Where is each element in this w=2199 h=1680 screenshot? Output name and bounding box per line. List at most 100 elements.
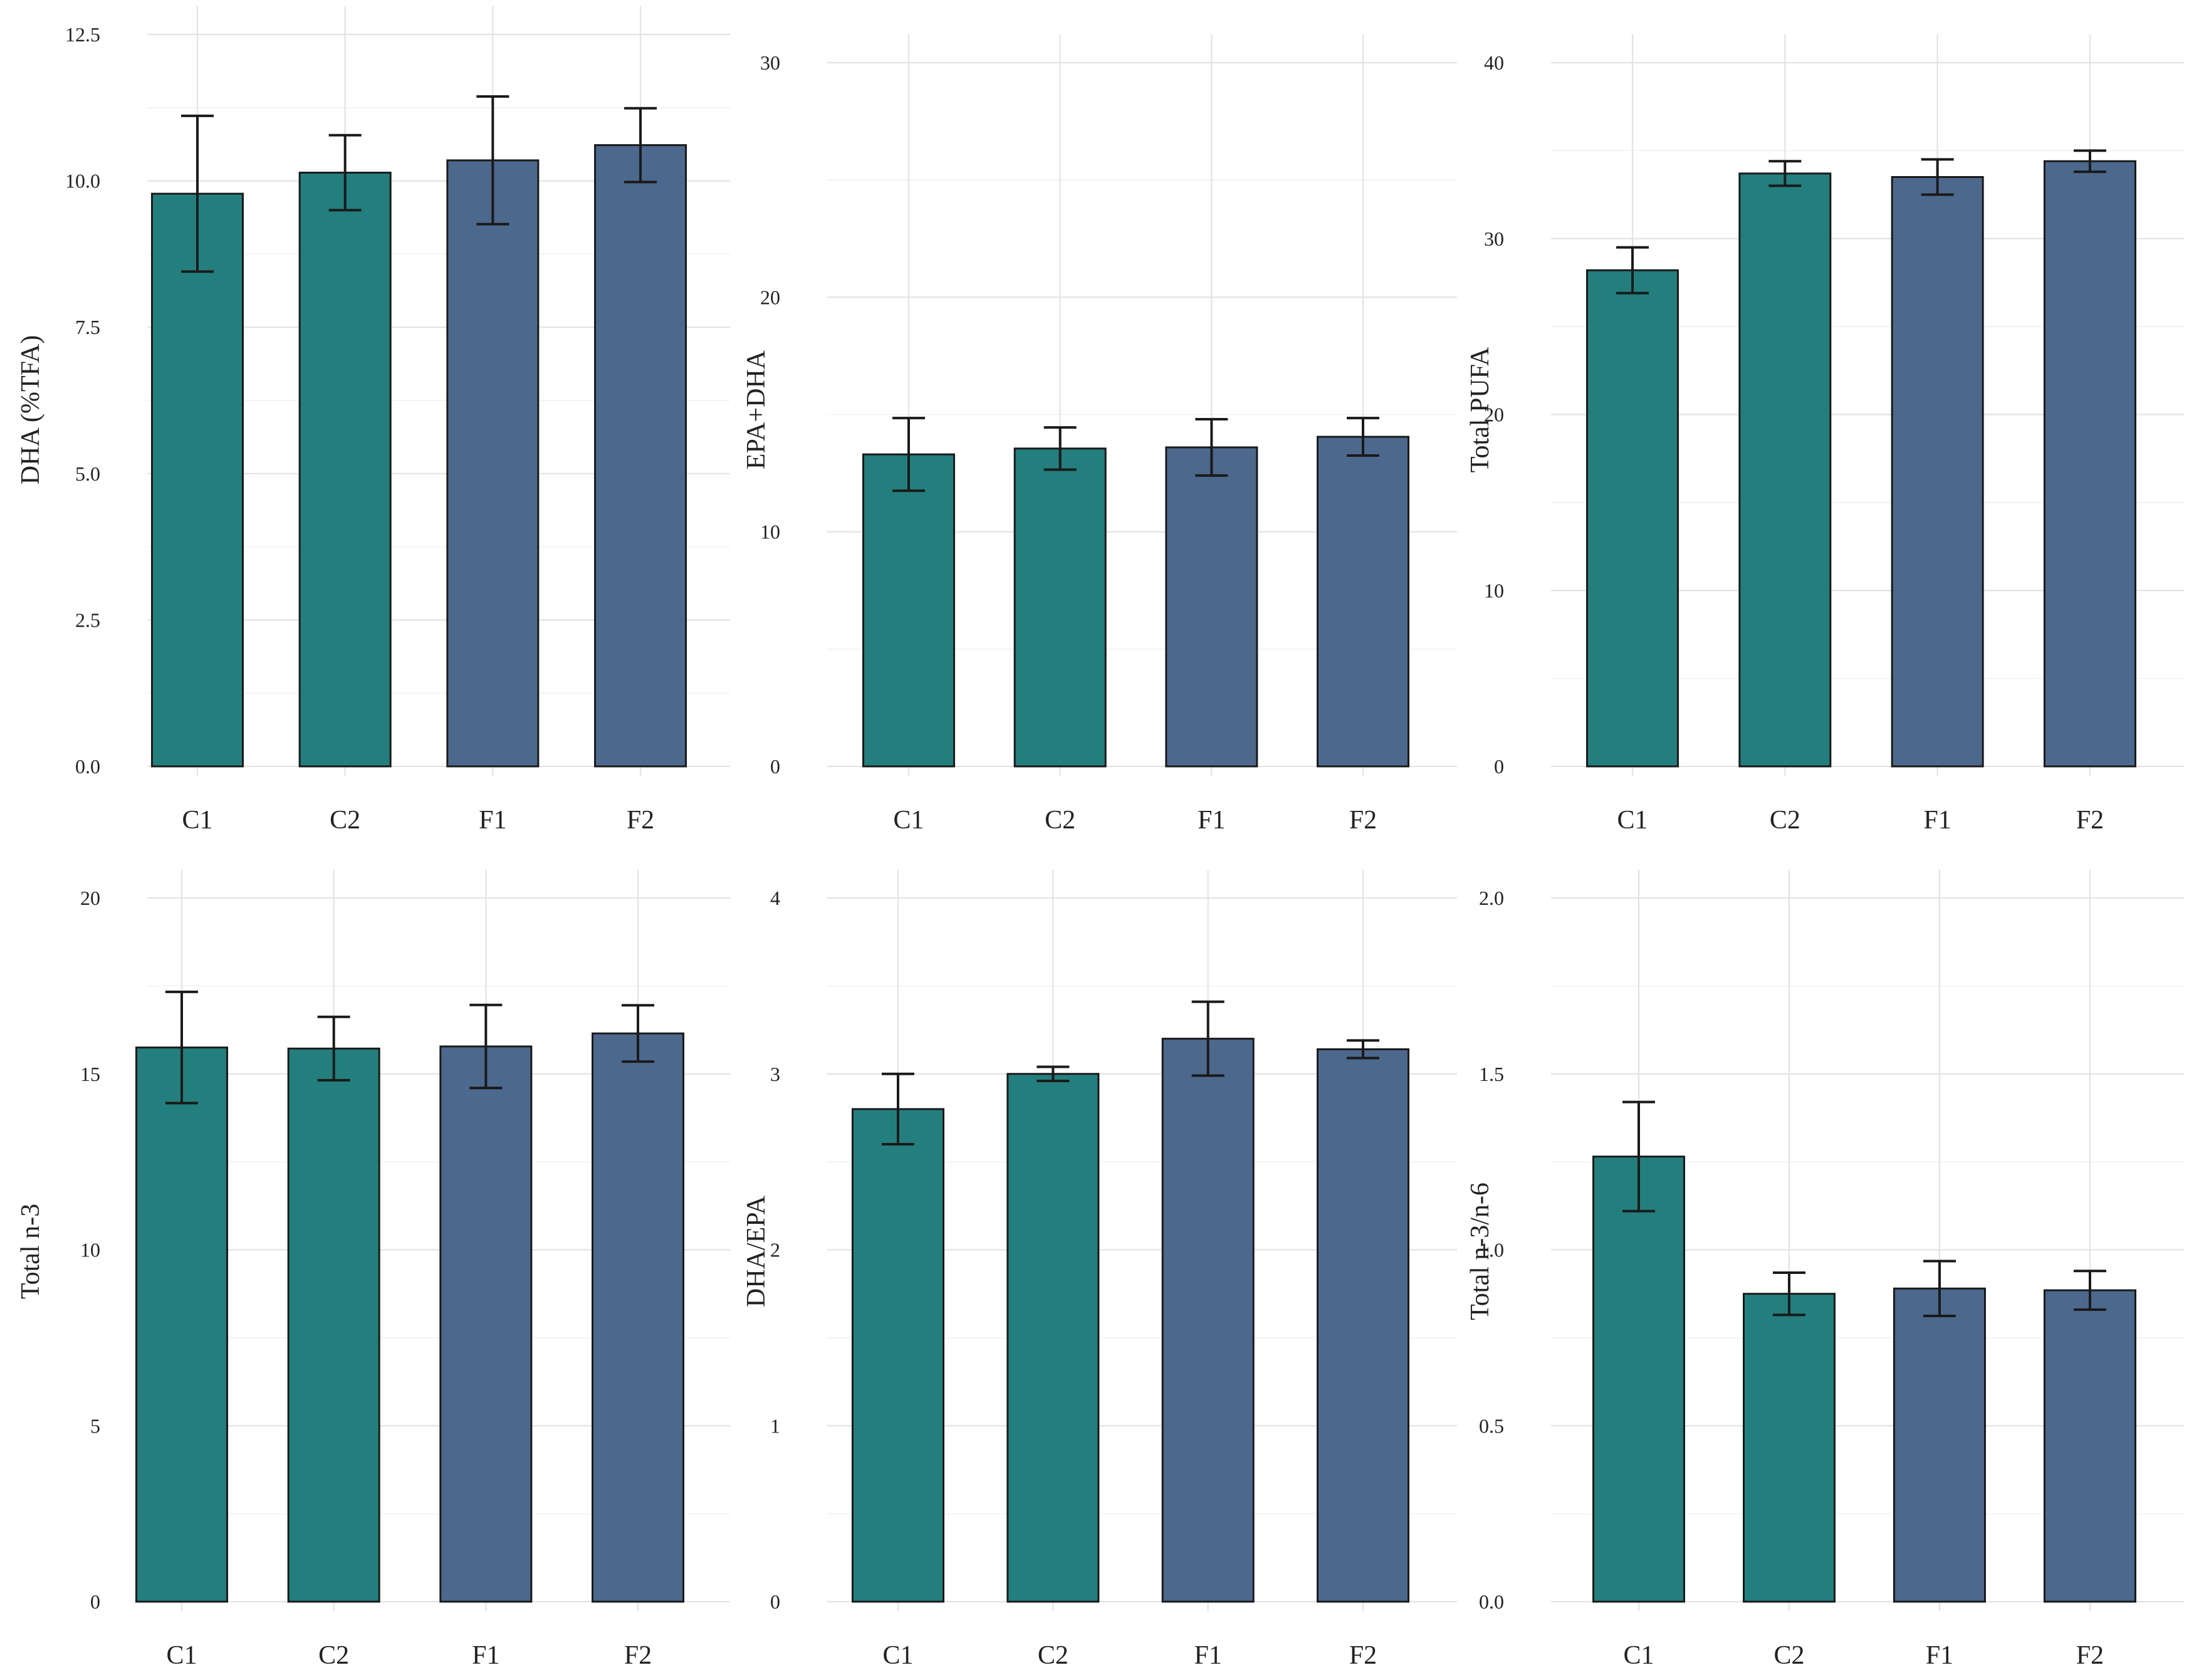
error-bar-F1 — [476, 95, 509, 226]
y-tick-label: 1.0 — [1479, 1239, 1504, 1261]
x-category-label: C1 — [893, 806, 924, 835]
x-category-label: C2 — [1773, 1641, 1804, 1670]
y-axis-title: DHA/EPA — [742, 1195, 771, 1307]
error-bar-F2 — [624, 107, 657, 184]
bar-C2 — [1738, 172, 1832, 768]
error-bar-C2 — [1773, 1271, 1805, 1317]
x-category-label: C1 — [1623, 1641, 1654, 1670]
error-bar-C2 — [1768, 160, 1802, 187]
x-category-label: F2 — [1349, 1641, 1377, 1670]
y-tick-label: 15 — [80, 1063, 100, 1085]
panel-3: 0 10 20 30 40 C1 C2 F1 F2 Total PUFA — [1466, 34, 2184, 835]
y-tick-label: 4 — [770, 887, 780, 909]
x-category-label: F2 — [624, 1641, 652, 1670]
y-tick-label: 5 — [90, 1414, 100, 1437]
x-category-label: F2 — [627, 806, 654, 835]
x-category-label: F1 — [1194, 1641, 1221, 1670]
bar-C1 — [1592, 1156, 1685, 1603]
x-category-label: C2 — [330, 806, 360, 835]
panel-5: 0 1 2 3 4 C1 C2 F1 F2 DHA/EPA — [742, 870, 1457, 1670]
y-tick-label: 0.0 — [75, 755, 100, 778]
x-category-label: C2 — [318, 1641, 349, 1670]
x-category-label: F1 — [1198, 806, 1225, 835]
x-category-label: F2 — [2076, 806, 2104, 835]
bar-F2 — [594, 144, 687, 768]
error-bar-C2 — [1043, 426, 1077, 471]
error-bar-F2 — [1347, 417, 1379, 457]
error-bar-C1 — [165, 990, 198, 1105]
error-bar-F1 — [1923, 1260, 1956, 1318]
bar-C2 — [1006, 1073, 1100, 1603]
error-bar-F2 — [1347, 1039, 1379, 1060]
error-bar-C1 — [181, 114, 214, 273]
y-tick-label: 20 — [80, 887, 100, 909]
y-tick-label: 12.5 — [65, 23, 100, 46]
y-tick-label: 0 — [1494, 755, 1504, 778]
y-tick-label: 0.5 — [1479, 1414, 1504, 1437]
x-category-label: C1 — [882, 1641, 913, 1670]
bar-F2 — [592, 1032, 684, 1603]
bar-C2 — [1013, 447, 1107, 768]
x-category-label: C2 — [1038, 1641, 1068, 1670]
x-category-label: C2 — [1770, 806, 1800, 835]
bar-F2 — [1317, 436, 1409, 768]
panel-6: 0.0 0.5 1.0 1.5 2.0 C1 C2 F1 F2 Total n-3/n-6 — [1466, 870, 2184, 1670]
y-tick-label: 30 — [1484, 227, 1504, 250]
error-bar-F2 — [622, 1004, 654, 1063]
error-bar-C1 — [892, 417, 925, 493]
x-category-label: C1 — [166, 1641, 197, 1670]
y-tick-label: 1.5 — [1479, 1063, 1504, 1085]
x-category-label: C1 — [1617, 806, 1648, 835]
x-category-label: F2 — [1349, 806, 1377, 835]
bar-F1 — [1165, 446, 1258, 768]
y-tick-label: 1 — [770, 1414, 780, 1437]
error-bar-C1 — [1622, 1100, 1655, 1213]
y-tick-label: 2.0 — [1479, 887, 1504, 909]
bar-F1 — [1893, 1287, 1986, 1603]
y-tick-label: 10 — [1484, 579, 1504, 602]
x-category-label: F2 — [2076, 1641, 2104, 1670]
error-bar-F1 — [1195, 417, 1228, 477]
x-category-label: F1 — [1923, 806, 1951, 835]
x-category-label: F1 — [1926, 1641, 1953, 1670]
y-tick-label: 0.0 — [1479, 1590, 1504, 1613]
y-tick-label: 30 — [760, 51, 780, 74]
bar-C1 — [151, 192, 244, 768]
y-tick-label: 5.0 — [75, 462, 100, 485]
bar-F1 — [439, 1045, 533, 1603]
bar-F1 — [1161, 1038, 1255, 1603]
y-tick-label: 10 — [760, 521, 780, 543]
y-tick-label: 10 — [80, 1239, 100, 1261]
y-axis-title: EPA+DHA — [742, 350, 771, 469]
x-category-label: F1 — [472, 1641, 499, 1670]
error-bar-C2 — [328, 133, 362, 212]
y-tick-label: 0 — [770, 1590, 780, 1613]
bar-F1 — [446, 159, 540, 768]
bar-C2 — [287, 1047, 380, 1603]
x-category-label: C2 — [1045, 806, 1075, 835]
panel-2: 0 10 20 30 C1 C2 F1 F2 EPA+DHA — [742, 34, 1457, 835]
bar-F2 — [2044, 160, 2136, 768]
x-category-label: F1 — [479, 806, 506, 835]
error-bar-C1 — [1616, 246, 1649, 295]
bar-C1 — [852, 1108, 944, 1603]
bar-C1 — [135, 1046, 228, 1603]
y-tick-label: 2 — [770, 1239, 780, 1261]
y-tick-label: 10.0 — [65, 170, 100, 192]
y-axis-title: Total n-3 — [16, 1204, 45, 1299]
bar-F2 — [1317, 1048, 1409, 1603]
bar-C1 — [862, 453, 955, 768]
panel-1: 0.0 2.5 5.0 7.5 10.0 12.5 C1 C2 F1 F2 DHA (%TFA) — [16, 6, 730, 835]
y-axis-title: Total PUFA — [1466, 347, 1495, 472]
bar-C2 — [298, 172, 392, 768]
bar-F2 — [2044, 1289, 2136, 1603]
y-tick-label: 2.5 — [75, 608, 100, 631]
error-bar-F1 — [469, 1003, 503, 1090]
y-tick-label: 0 — [770, 755, 780, 778]
y-tick-label: 7.5 — [75, 316, 100, 338]
error-bar-C2 — [317, 1015, 350, 1082]
error-bar-C2 — [1037, 1065, 1070, 1082]
error-bar-F1 — [1191, 1000, 1225, 1077]
y-tick-label: 40 — [1484, 51, 1504, 74]
